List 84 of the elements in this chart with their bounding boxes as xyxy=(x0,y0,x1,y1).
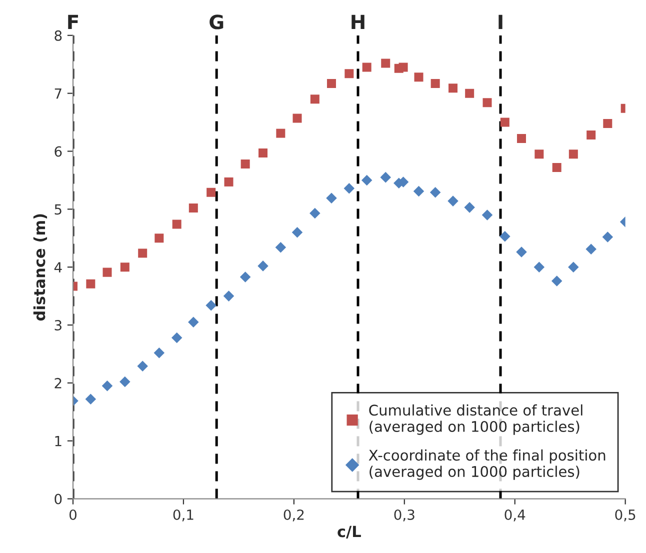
point xyxy=(381,58,390,68)
point xyxy=(240,272,251,282)
y-tick-label: 4 xyxy=(54,262,62,272)
point xyxy=(568,262,579,272)
point xyxy=(86,279,96,288)
x-tick-label: 0,3 xyxy=(394,509,414,522)
point xyxy=(361,174,372,186)
y-tick-label: 7 xyxy=(54,88,62,99)
y-axis-title: distance (m) xyxy=(33,214,48,321)
y-tick-label: 0 xyxy=(54,494,62,504)
y-tick-label: 6 xyxy=(54,146,62,157)
ref-line-label: G xyxy=(210,14,224,30)
point xyxy=(171,332,182,344)
legend-label: Cumulative distance of travel (averaged on 1000 particles) xyxy=(369,404,582,435)
x-tick-label: 0,2 xyxy=(284,509,304,522)
ref-line-label: I xyxy=(498,14,502,30)
point xyxy=(223,290,234,302)
y-tick-label: 5 xyxy=(54,204,62,215)
legend-label: X-coordinate of the final position (averaged on 1000 particles) xyxy=(368,449,606,480)
point xyxy=(552,162,562,172)
point xyxy=(188,316,199,328)
point xyxy=(568,150,578,159)
point xyxy=(344,182,355,194)
point xyxy=(292,226,303,238)
point xyxy=(206,300,216,311)
point xyxy=(516,246,527,258)
point xyxy=(430,186,441,198)
x-tick-label: 0,4 xyxy=(504,509,526,522)
point xyxy=(224,177,234,186)
point xyxy=(154,234,164,243)
point xyxy=(275,242,286,253)
point xyxy=(172,220,182,229)
point xyxy=(448,196,458,206)
point xyxy=(326,78,336,88)
point xyxy=(414,72,424,82)
point xyxy=(188,204,198,213)
point xyxy=(586,130,596,140)
x-tick-label: 0,5 xyxy=(615,509,636,522)
point xyxy=(500,231,510,242)
point xyxy=(240,159,250,168)
point xyxy=(258,260,268,272)
point xyxy=(430,78,440,88)
point xyxy=(292,114,302,123)
point xyxy=(482,98,492,108)
x-tick-label: 0 xyxy=(69,509,76,520)
point xyxy=(120,376,130,388)
x-axis-title: c/L xyxy=(338,526,361,538)
ref-line-label: H xyxy=(352,14,364,30)
point xyxy=(258,148,268,158)
ref-line-label: F xyxy=(68,14,78,30)
point xyxy=(326,192,337,204)
point xyxy=(464,202,475,213)
point xyxy=(85,394,96,405)
point xyxy=(138,248,148,258)
point xyxy=(137,360,148,372)
point xyxy=(102,268,112,277)
point xyxy=(500,118,510,127)
y-tick-label: 2 xyxy=(54,378,62,388)
point xyxy=(344,69,354,78)
point xyxy=(310,94,320,104)
point xyxy=(482,210,493,220)
point xyxy=(551,276,562,286)
point xyxy=(120,262,130,272)
point xyxy=(603,118,612,128)
y-tick-label: 1 xyxy=(55,436,62,446)
y-tick-label: 8 xyxy=(54,30,62,41)
y-tick-label: 3 xyxy=(54,320,62,330)
point xyxy=(362,62,372,72)
point xyxy=(602,232,614,242)
point xyxy=(398,62,408,72)
point xyxy=(465,88,474,98)
point xyxy=(154,347,165,358)
point xyxy=(276,128,286,138)
point xyxy=(534,262,545,272)
point xyxy=(448,84,458,93)
point xyxy=(534,150,544,159)
point xyxy=(102,380,113,392)
x-tick-label: 0,1 xyxy=(173,509,194,522)
point xyxy=(516,134,526,143)
point xyxy=(206,188,216,197)
point xyxy=(380,172,391,183)
point xyxy=(413,186,424,197)
point xyxy=(586,244,596,255)
point xyxy=(310,208,320,219)
